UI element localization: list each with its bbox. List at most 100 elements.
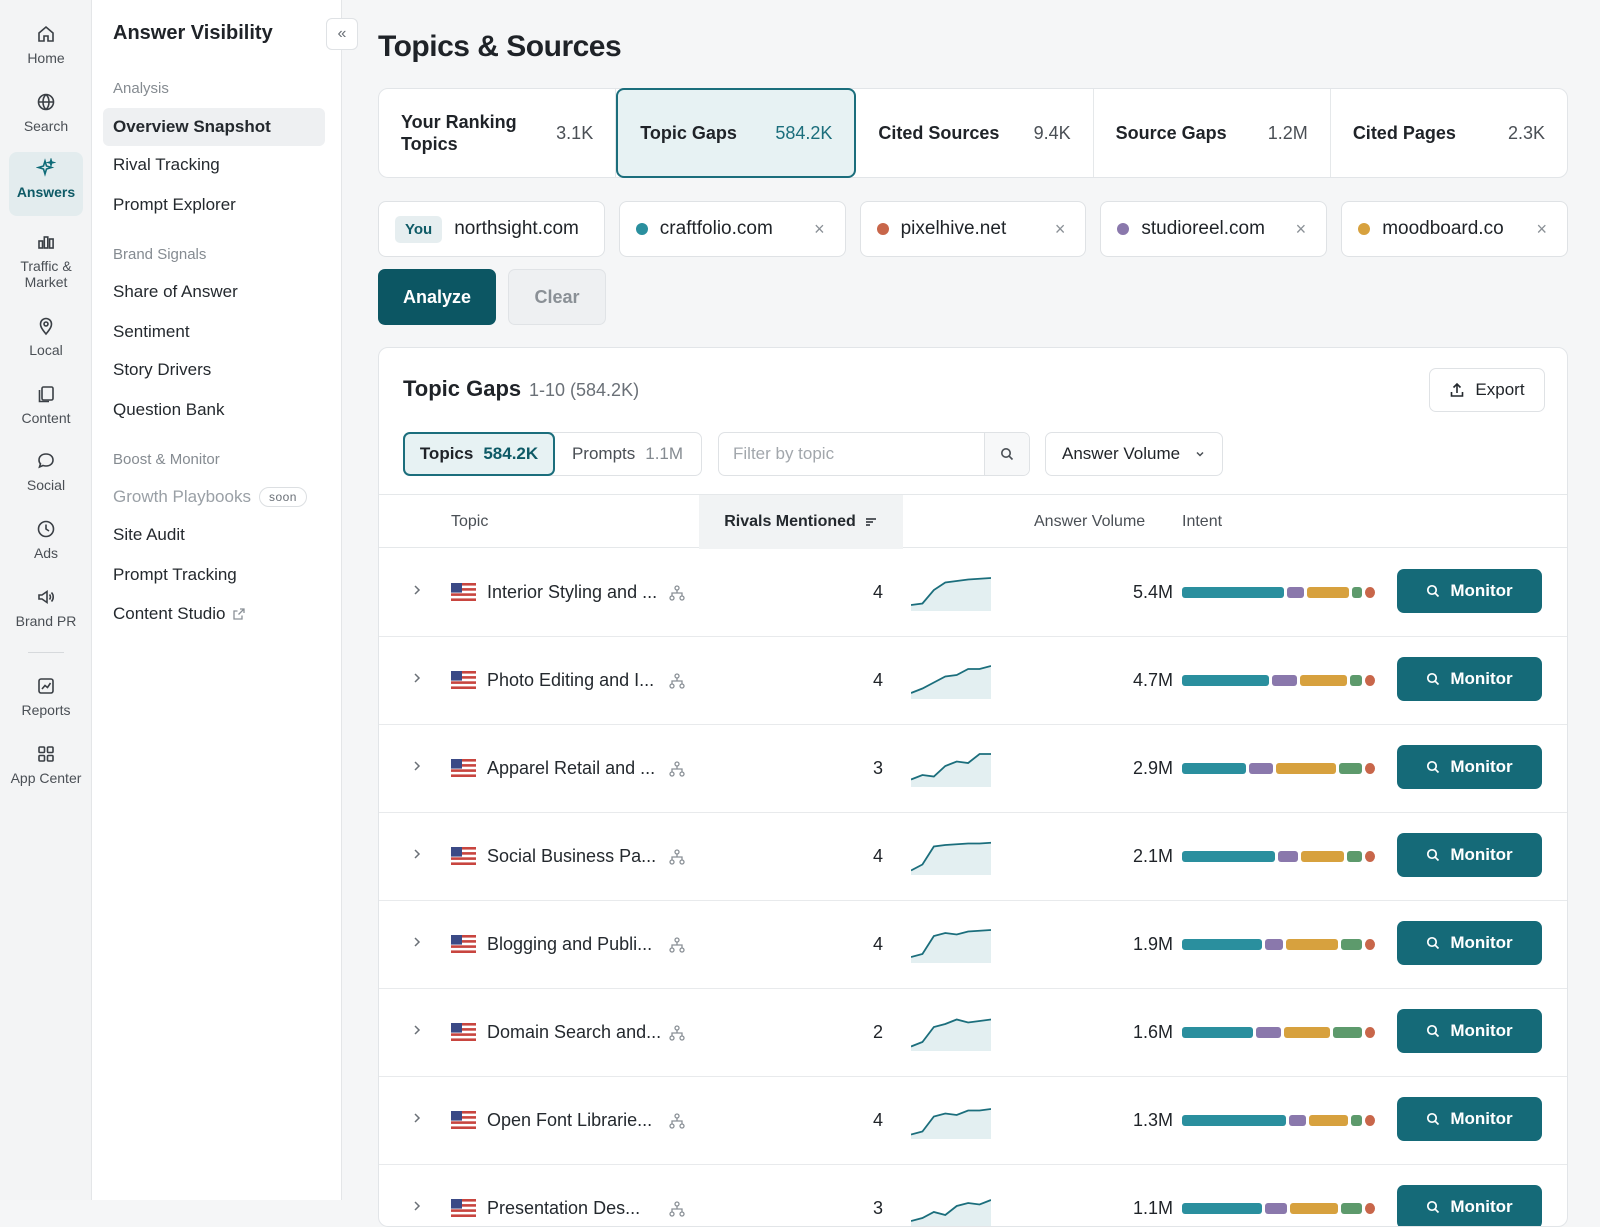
monitor-button[interactable]: Monitor xyxy=(1397,921,1542,965)
search-icon xyxy=(1427,672,1440,686)
topic-tree-icon[interactable] xyxy=(669,673,685,689)
tab-your-ranking-topics[interactable]: Your Ranking Topics 3.1K xyxy=(379,89,617,177)
chevron-right-icon[interactable] xyxy=(412,759,422,773)
topic-name[interactable]: Photo Editing and I... xyxy=(487,670,655,690)
topic-tree-icon[interactable] xyxy=(669,1025,685,1041)
intent-segment xyxy=(1339,763,1362,774)
rail-item-reports[interactable]: Reports xyxy=(9,670,83,724)
sidebar-item-share-of-answer[interactable]: Share of Answer xyxy=(113,282,238,301)
filter-input[interactable] xyxy=(719,433,984,475)
topic-tree-icon[interactable] xyxy=(669,585,685,601)
intent-segment xyxy=(1364,1203,1375,1214)
sidebar-item-story-drivers[interactable]: Story Drivers xyxy=(113,360,212,379)
monitor-button[interactable]: Monitor xyxy=(1397,657,1542,701)
topic-tree-icon[interactable] xyxy=(669,937,685,953)
rail-item-answers[interactable]: Answers xyxy=(9,152,83,216)
monitor-button[interactable]: Monitor xyxy=(1397,569,1542,613)
rail-item-search[interactable]: Search xyxy=(9,86,83,140)
analyze-button[interactable]: Analyze xyxy=(378,269,496,325)
clear-button[interactable]: Clear xyxy=(508,269,606,325)
sidebar-item-label: Growth Playbooks xyxy=(113,487,251,506)
tab-topic-gaps[interactable]: Topic Gaps 584.2K xyxy=(616,88,857,178)
topic-tree-icon[interactable] xyxy=(669,849,685,865)
column-header-answer-volume[interactable]: Answer Volume xyxy=(1034,513,1146,530)
topic-name[interactable]: Open Font Librarie... xyxy=(487,1110,653,1130)
chevron-right-icon[interactable] xyxy=(412,671,422,685)
sparkline-area xyxy=(911,578,991,611)
sidebar-item-overview-snapshot[interactable]: Overview Snapshot xyxy=(103,108,325,146)
topic-name[interactable]: Apparel Retail and ... xyxy=(487,758,656,778)
rail-item-ads[interactable]: Ads xyxy=(9,513,83,567)
rival-domain-field[interactable]: pixelhive.net × xyxy=(859,201,1087,257)
rail-item-local[interactable]: Local xyxy=(9,310,83,364)
chevron-right-icon[interactable] xyxy=(412,1111,422,1125)
table-row: Apparel Retail and ... 3 2.9M Monitor xyxy=(379,725,1567,813)
chevron-right-icon[interactable] xyxy=(412,935,422,949)
sparkline-line xyxy=(911,577,991,606)
close-icon[interactable]: × xyxy=(1536,218,1547,239)
collapse-sidebar-button[interactable]: « xyxy=(326,18,358,50)
column-header-rivals-mentioned[interactable]: Rivals Mentioned xyxy=(699,495,903,549)
close-icon[interactable]: × xyxy=(1054,218,1066,239)
topic-tree-icon[interactable] xyxy=(669,761,685,777)
tab-source-gaps[interactable]: Source Gaps 1.2M xyxy=(1094,89,1331,177)
column-header-intent[interactable]: Intent xyxy=(1182,513,1223,530)
trend-sparkline xyxy=(911,841,991,875)
topic-name[interactable]: Domain Search and... xyxy=(487,1022,662,1042)
tab-cited-sources[interactable]: Cited Sources 9.4K xyxy=(856,89,1094,177)
topic-name[interactable]: Interior Styling and ... xyxy=(487,582,658,602)
toggle-topics[interactable]: Topics 584.2K xyxy=(403,432,555,476)
chevron-right-icon[interactable] xyxy=(412,847,422,861)
topic-name[interactable]: Social Business Pa... xyxy=(487,846,657,866)
monitor-button[interactable]: Monitor xyxy=(1397,1185,1542,1226)
rail-item-brand-pr[interactable]: Brand PR xyxy=(9,581,83,635)
rail-item-app-center[interactable]: App Center xyxy=(9,738,83,792)
sort-select[interactable]: Answer Volume xyxy=(1045,432,1223,476)
rail-item-label: Home xyxy=(27,50,65,66)
rail-item-social[interactable]: Social xyxy=(9,445,83,499)
topic-tree-icon[interactable] xyxy=(669,1201,685,1217)
intent-segment xyxy=(1286,939,1339,950)
sidebar-item-sentiment[interactable]: Sentiment xyxy=(113,322,190,341)
tab-label: Source Gaps xyxy=(1115,122,1227,143)
rival-domain-field[interactable]: moodboard.co × xyxy=(1341,201,1568,257)
chevron-right-icon[interactable] xyxy=(412,1199,422,1213)
toggle-label: Topics xyxy=(419,444,474,463)
your-domain-field[interactable]: You northsight.com xyxy=(378,201,605,257)
monitor-button[interactable]: Monitor xyxy=(1397,1009,1542,1053)
monitor-button[interactable]: Monitor xyxy=(1397,1097,1542,1141)
rival-domain-field[interactable]: craftfolio.com × xyxy=(618,201,846,257)
answer-volume-value: 1.9M xyxy=(1132,934,1173,954)
sidebar-item-prompt-explorer[interactable]: Prompt Explorer xyxy=(113,195,236,214)
rivals-mentioned-value: 4 xyxy=(872,934,883,954)
rival-domain-field[interactable]: studioreel.com × xyxy=(1100,201,1328,257)
sidebar-item-question-bank[interactable]: Question Bank xyxy=(113,400,225,419)
rail-item-traffic[interactable]: Traffic & Market xyxy=(9,226,83,296)
monitor-button[interactable]: Monitor xyxy=(1397,833,1542,877)
topic-name[interactable]: Presentation Des... xyxy=(487,1198,641,1218)
close-icon[interactable]: × xyxy=(1295,218,1307,239)
tab-cited-pages[interactable]: Cited Pages 2.3K xyxy=(1331,89,1567,177)
chevron-right-icon[interactable] xyxy=(412,1023,422,1037)
filter-search-button[interactable] xyxy=(984,433,1029,475)
intent-bar xyxy=(1182,939,1384,950)
chevron-right-icon[interactable] xyxy=(412,583,422,597)
monitor-label: Monitor xyxy=(1450,581,1513,600)
sparkline-area xyxy=(911,754,991,787)
toggle-prompts[interactable]: Prompts 1.1M xyxy=(554,433,701,475)
export-button[interactable]: Export xyxy=(1429,368,1545,412)
sidebar-item-rival-tracking[interactable]: Rival Tracking xyxy=(113,155,220,174)
sidebar-item-site-audit[interactable]: Site Audit xyxy=(113,525,185,544)
topic-name[interactable]: Blogging and Publi... xyxy=(487,934,653,954)
close-icon[interactable]: × xyxy=(814,218,825,239)
sidebar-item-prompt-tracking[interactable]: Prompt Tracking xyxy=(113,565,237,584)
intent-bar xyxy=(1182,763,1384,774)
rail-item-home[interactable]: Home xyxy=(9,18,83,72)
rail-item-content[interactable]: Content xyxy=(9,378,83,432)
answer-volume-value: 1.1M xyxy=(1132,1198,1173,1218)
sidebar-item-content-studio[interactable]: Content Studio xyxy=(103,595,325,633)
monitor-button[interactable]: Monitor xyxy=(1397,745,1542,789)
column-header-topic[interactable]: Topic xyxy=(451,513,489,530)
rail-item-label: Answers xyxy=(16,184,76,200)
topic-tree-icon[interactable] xyxy=(669,1113,685,1129)
